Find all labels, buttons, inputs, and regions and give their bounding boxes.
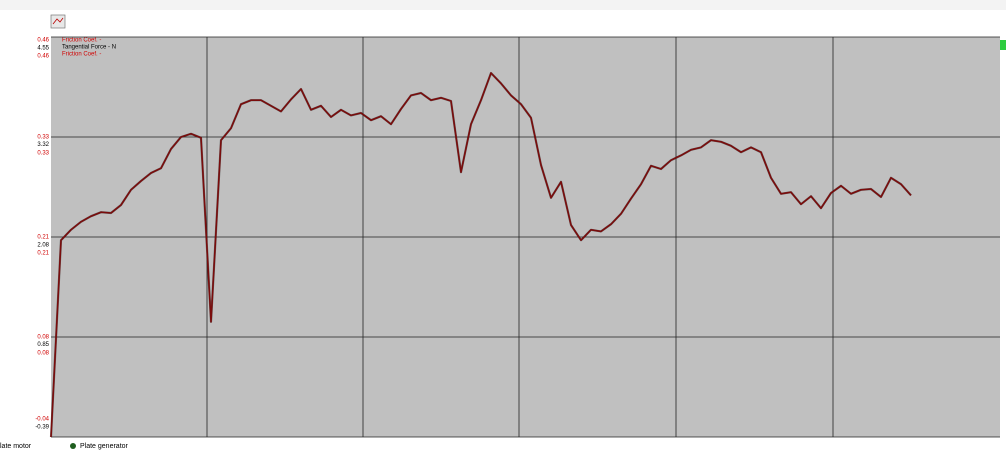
legend-entry: Tangential Force - N	[62, 45, 116, 51]
y3-tick-label: 0.33	[37, 151, 49, 157]
status-indicator	[70, 443, 76, 449]
y2-tick-label: 4.55	[37, 46, 49, 52]
y3-tick-label: 0.21	[37, 251, 49, 257]
edge-marker	[1000, 40, 1006, 50]
y3-tick-label: 0.08	[37, 351, 49, 357]
top-bar	[0, 0, 1006, 10]
y2-tick-label: -0.39	[35, 425, 49, 431]
y-tick-label: 0.33	[37, 135, 49, 141]
series-line	[50, 72, 912, 438]
y2-tick-label: 3.32	[37, 142, 49, 148]
toolbar-icon-glyph	[52, 17, 64, 25]
y-tick-label: 0.08	[37, 335, 49, 341]
status-item: Plate generator	[80, 443, 129, 450]
legend-entry: Friction Coef. -	[62, 38, 101, 44]
y-tick-label: 0.46	[37, 38, 49, 44]
y2-tick-label: 2.08	[37, 243, 49, 249]
y2-tick-label: 0.85	[37, 342, 49, 348]
y3-tick-label: 0.46	[37, 54, 49, 60]
y-tick-label: -0.04	[35, 417, 49, 423]
toolbar-icon[interactable]	[50, 14, 66, 29]
y-tick-label: 0.21	[37, 235, 49, 241]
legend-entry: Friction Coef. -	[62, 52, 101, 58]
status-item: late motor	[0, 443, 32, 450]
